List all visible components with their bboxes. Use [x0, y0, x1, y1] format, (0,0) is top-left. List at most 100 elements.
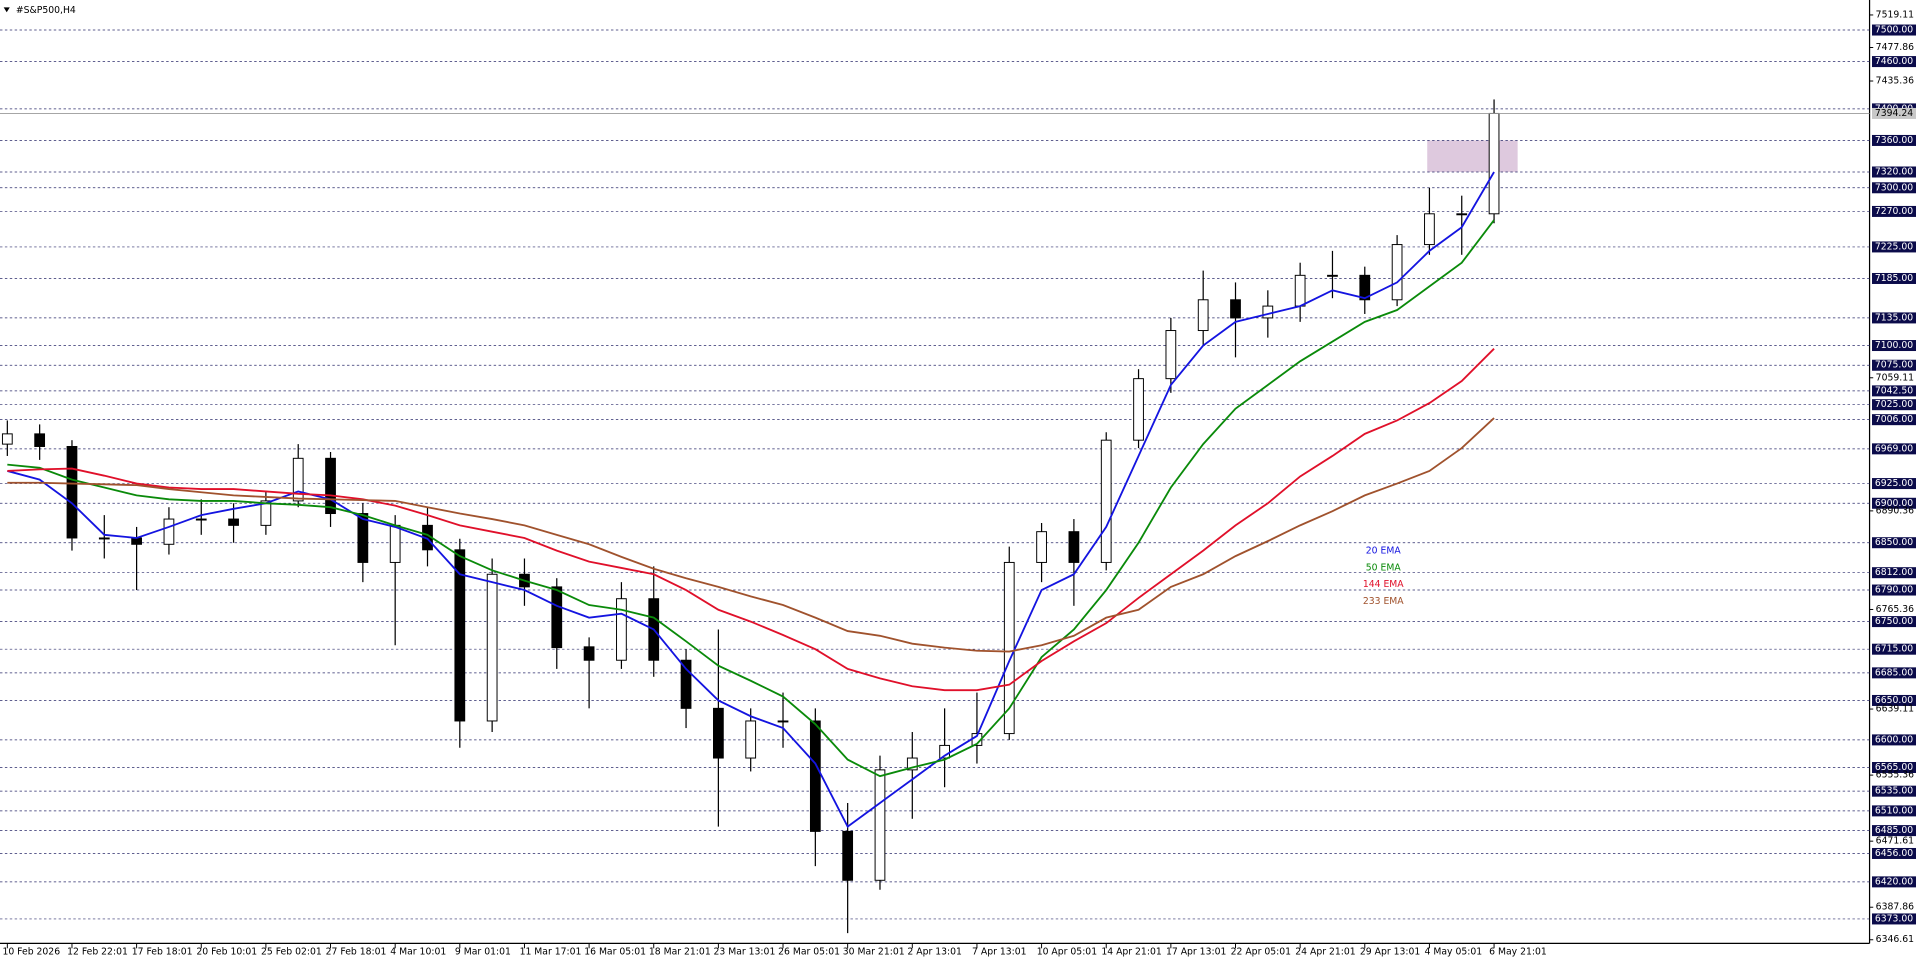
level-label-bg — [1872, 272, 1916, 284]
x-tick-label: 27 Feb 18:01 — [326, 946, 387, 957]
x-tick-label: 18 Mar 21:01 — [649, 946, 711, 957]
candle-body — [454, 549, 466, 722]
menu-arrow[interactable] — [3, 7, 10, 13]
x-tick-label: 11 Mar 17:01 — [520, 946, 582, 957]
candle-body — [1, 433, 13, 445]
level-label: 6715.00 — [1875, 644, 1913, 655]
candle-body — [713, 707, 724, 759]
candle-body — [292, 457, 304, 502]
level-label-bg — [1872, 805, 1916, 817]
level-label: 6900.00 — [1875, 498, 1913, 509]
level-label: 6565.00 — [1875, 762, 1913, 773]
candle-body — [1456, 213, 1468, 216]
candle-body — [777, 720, 789, 723]
level-label-bg — [1872, 399, 1916, 411]
candle-body — [1391, 244, 1403, 301]
y-tick-label: 7059.11 — [1876, 372, 1914, 383]
x-tick-label: 17 Feb 18:01 — [132, 946, 193, 957]
level-label: 6969.00 — [1875, 443, 1913, 454]
y-tick-label: 6387.86 — [1876, 902, 1914, 913]
candle-body — [842, 830, 854, 881]
level-label: 6650.00 — [1875, 695, 1913, 706]
candle-body — [809, 720, 821, 832]
level-label-bg — [1872, 762, 1916, 774]
x-tick-label: 23 Mar 13:01 — [713, 946, 775, 957]
level-label-bg — [1872, 537, 1916, 549]
current-price-bg — [1872, 107, 1916, 119]
level-label-bg — [1872, 876, 1916, 888]
level-label-bg — [1872, 166, 1916, 178]
y-tick-label: 6765.36 — [1876, 604, 1914, 615]
level-label-bg — [1872, 385, 1916, 397]
x-tick-label: 12 Feb 22:01 — [67, 946, 128, 957]
y-tick-label: 6346.61 — [1876, 934, 1914, 945]
level-label-bg — [1872, 734, 1916, 746]
level-label: 7025.00 — [1875, 399, 1913, 410]
candle-body — [34, 433, 46, 447]
candle-body — [874, 769, 886, 881]
x-tick-label: 7 Apr 13:01 — [972, 946, 1027, 957]
level-label: 6685.00 — [1875, 667, 1913, 678]
level-label: 7100.00 — [1875, 340, 1913, 351]
candle-body — [906, 757, 918, 771]
level-label-bg — [1872, 443, 1916, 455]
x-tick-label: 2 Apr 13:01 — [907, 946, 962, 957]
candle-body — [131, 537, 142, 545]
level-label-bg — [1872, 567, 1916, 579]
candle-body — [1036, 531, 1047, 563]
ema-line — [7, 171, 1495, 829]
level-label-bg — [1872, 478, 1916, 490]
candle-body — [357, 513, 369, 563]
level-label: 6535.00 — [1875, 786, 1913, 797]
level-label: 6850.00 — [1875, 537, 1913, 548]
level-label: 6373.00 — [1875, 913, 1913, 924]
level-label: 7270.00 — [1875, 206, 1913, 217]
legend-entry: 50 EMA — [1366, 562, 1402, 573]
level-label: 7500.00 — [1875, 25, 1913, 36]
level-label-bg — [1872, 340, 1916, 352]
x-tick-label: 6 May 21:01 — [1489, 946, 1547, 957]
level-label-bg — [1872, 616, 1916, 628]
candle-body — [1230, 299, 1241, 319]
x-tick-label: 4 Mar 10:01 — [390, 946, 446, 957]
level-label: 7320.00 — [1875, 167, 1913, 178]
x-tick-label: 17 Apr 13:01 — [1166, 946, 1227, 957]
level-label-bg — [1872, 847, 1916, 859]
candle-body — [680, 659, 692, 709]
y-tick-label: 7435.36 — [1876, 76, 1914, 87]
y-tick-label: 6890.36 — [1876, 505, 1914, 516]
candle-body — [1327, 274, 1338, 277]
legend-entry: 20 EMA — [1366, 546, 1402, 557]
level-label: 7360.00 — [1875, 135, 1913, 146]
candle-body — [1197, 299, 1209, 332]
level-label: 7225.00 — [1875, 241, 1913, 252]
level-label-bg — [1872, 694, 1916, 706]
x-tick-label: 10 Feb 2026 — [2, 946, 60, 957]
y-tick-label: 6639.11 — [1876, 704, 1914, 715]
x-tick-label: 29 Apr 13:01 — [1360, 946, 1421, 957]
current-price-label: 7394.24 — [1875, 108, 1913, 119]
level-label: 6420.00 — [1875, 876, 1913, 887]
level-label: 6600.00 — [1875, 734, 1913, 745]
x-tick-label: 16 Mar 05:01 — [584, 946, 646, 957]
candle-body — [745, 720, 757, 759]
level-label: 6812.00 — [1875, 567, 1913, 578]
level-label-bg — [1872, 134, 1916, 146]
level-label-bg — [1872, 56, 1916, 68]
candle-body — [1359, 274, 1371, 301]
x-tick-label: 4 May 05:01 — [1425, 946, 1483, 957]
y-tick-label: 6471.61 — [1876, 836, 1914, 847]
candle-body — [1068, 531, 1080, 563]
candle-body — [1262, 305, 1274, 319]
candle-body — [1003, 561, 1015, 735]
y-tick-label: 7477.86 — [1876, 42, 1914, 53]
candle-body — [260, 500, 272, 526]
level-label: 7185.00 — [1875, 273, 1913, 284]
level-label-bg — [1872, 497, 1916, 509]
x-tick-label: 20 Feb 10:01 — [196, 946, 257, 957]
x-tick-label: 30 Mar 21:01 — [843, 946, 905, 957]
legend-entry: 233 EMA — [1363, 596, 1404, 607]
ema-line — [7, 348, 1495, 692]
